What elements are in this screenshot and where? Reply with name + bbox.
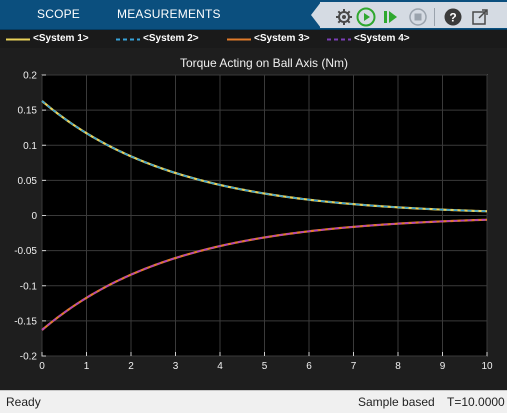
legend-label: <System 1> bbox=[33, 33, 89, 44]
x-tick-label: 9 bbox=[440, 361, 446, 372]
x-tick-label: 3 bbox=[173, 361, 179, 372]
y-tick-label: -0.15 bbox=[14, 316, 37, 327]
legend-line-solid-icon bbox=[6, 38, 30, 41]
legend: <System 1> <System 2> <System 3> <System… bbox=[0, 30, 507, 48]
legend-label: <System 2> bbox=[143, 33, 199, 44]
chart-title: Torque Acting on Ball Axis (Nm) bbox=[180, 56, 348, 70]
toolbar-separator bbox=[434, 8, 435, 26]
legend-line-dashed-icon bbox=[116, 38, 140, 41]
y-tick-label: -0.1 bbox=[20, 281, 38, 292]
x-tick-label: 7 bbox=[351, 361, 357, 372]
status-text: Ready bbox=[6, 395, 41, 409]
legend-label: <System 3> bbox=[254, 33, 310, 44]
svg-text:?: ? bbox=[449, 11, 456, 25]
legend-label: <System 4> bbox=[354, 33, 410, 44]
axis-ticks: 0 1 2 3 4 5 6 7 8 9 10 0.2 0.15 0.1 0.05 0 -0.05 -0.1 -0.1… bbox=[14, 71, 493, 373]
x-tick-label: 2 bbox=[128, 361, 134, 372]
parameters-gear-icon[interactable] bbox=[334, 7, 354, 27]
stop-icon[interactable] bbox=[408, 7, 428, 27]
scope-display[interactable]: Torque Acting on Ball Axis (Nm) 0 1 2 3 4 5 6 7… bbox=[0, 48, 507, 389]
y-tick-label: 0.05 bbox=[18, 176, 38, 187]
series-line-4 bbox=[41, 218, 488, 331]
help-icon[interactable]: ? bbox=[443, 7, 463, 27]
y-tick-label: 0.15 bbox=[18, 106, 38, 117]
sample-mode-text: Sample based bbox=[358, 395, 435, 409]
x-tick-label: 10 bbox=[481, 361, 493, 372]
y-tick-label: 0 bbox=[31, 211, 37, 222]
status-bar: Ready Sample based T=10.0000 bbox=[0, 390, 507, 413]
y-tick-label: -0.2 bbox=[20, 352, 38, 363]
step-forward-icon[interactable] bbox=[380, 7, 400, 27]
run-icon[interactable] bbox=[356, 7, 376, 27]
tab-measurements[interactable]: MEASUREMENTS bbox=[117, 7, 221, 21]
x-tick-label: 6 bbox=[306, 361, 312, 372]
tab-scope[interactable]: SCOPE bbox=[37, 7, 81, 21]
y-tick-label: 0.2 bbox=[23, 71, 37, 82]
x-tick-label: 1 bbox=[84, 361, 90, 372]
x-tick-label: 4 bbox=[217, 361, 223, 372]
y-tick-label: 0.1 bbox=[23, 141, 37, 152]
series-line-2 bbox=[41, 100, 488, 213]
x-tick-label: 5 bbox=[262, 361, 268, 372]
y-tick-label: -0.05 bbox=[14, 246, 37, 257]
quick-access-toolbar: ? bbox=[320, 2, 507, 28]
x-tick-label: 0 bbox=[39, 361, 45, 372]
simulation-time-text: T=10.0000 bbox=[447, 395, 505, 409]
legend-line-solid-icon bbox=[227, 38, 251, 41]
line-chart[interactable]: Torque Acting on Ball Axis (Nm) 0 1 2 3 4 5 6 7… bbox=[0, 48, 507, 389]
series-lines bbox=[41, 100, 488, 331]
x-tick-label: 8 bbox=[395, 361, 401, 372]
undock-icon[interactable] bbox=[470, 7, 490, 27]
quick-access-notch bbox=[311, 2, 321, 28]
legend-line-dashed-icon bbox=[327, 38, 351, 41]
